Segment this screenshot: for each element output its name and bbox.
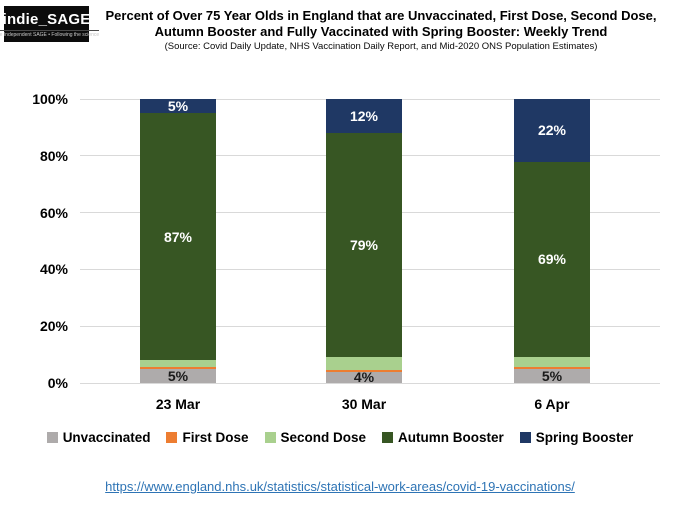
segment-spring-booster: 12%	[326, 99, 402, 134]
legend-label: Autumn Booster	[398, 430, 504, 445]
segment-spring-booster: 22%	[514, 99, 590, 162]
segment-unvaccinated: 5%	[514, 367, 590, 384]
source-link[interactable]: https://www.england.nhs.uk/statistics/st…	[105, 479, 575, 494]
indie-sage-logo: indie_SAGE The Independent SAGE • Follow…	[0, 6, 100, 42]
y-tick-label: 20%	[39, 318, 68, 335]
y-tick-label: 100%	[32, 91, 68, 107]
segment-first-dose	[140, 367, 216, 369]
legend-item-unvaccinated: Unvaccinated	[46, 430, 151, 445]
legend-swatch	[382, 432, 394, 443]
bar-value-label: 22%	[537, 122, 567, 139]
bar-value-label: 5%	[167, 367, 189, 384]
legend-swatch	[46, 432, 58, 443]
segment-first-dose	[326, 370, 402, 372]
segment-second-dose	[514, 357, 590, 368]
bar-value-label: 12%	[349, 108, 379, 125]
gridline	[80, 382, 660, 384]
footer: https://www.england.nhs.uk/statistics/st…	[0, 478, 680, 496]
legend-label: Unvaccinated	[62, 430, 151, 445]
bar-value-label: 79%	[349, 237, 379, 254]
segment-autumn-booster: 79%	[326, 133, 402, 358]
segment-unvaccinated: 4%	[326, 369, 402, 386]
legend-item-autumn-booster: Autumn Booster	[382, 430, 504, 445]
bar-value-label: 4%	[353, 369, 375, 386]
legend-item-second-dose: Second Dose	[264, 430, 367, 445]
y-tick-label: 80%	[39, 147, 68, 164]
y-axis: 0% 20% 40% 60% 80% 100%	[0, 91, 68, 391]
chart-title-line2: Autumn Booster and Fully Vaccinated with…	[154, 23, 608, 39]
bar-value-label: 5%	[167, 98, 189, 115]
chart-title: Percent of Over 75 Year Olds in England …	[92, 8, 670, 39]
x-axis-label: 30 Mar	[341, 396, 387, 412]
legend-item-first-dose: First Dose	[166, 430, 249, 445]
bar-value-label: 5%	[541, 367, 563, 384]
gridline	[80, 98, 660, 100]
chart-subtitle: (Source: Covid Daily Update, NHS Vaccina…	[164, 41, 598, 52]
x-axis-label: 6 Apr	[534, 396, 570, 412]
logo-text: indie_SAGE	[2, 10, 91, 28]
stacked-bar-23-mar: 5% 87% 5%	[140, 99, 216, 383]
legend-label: Second Dose	[280, 430, 367, 445]
segment-autumn-booster: 87%	[140, 113, 216, 361]
segment-unvaccinated: 5%	[140, 367, 216, 384]
plot-area: 5% 87% 5% 4% 79% 12% 5% 69% 22%	[80, 98, 660, 386]
stacked-bar-30-mar: 4% 79% 12%	[326, 99, 402, 386]
legend-swatch	[166, 432, 178, 443]
legend-swatch	[519, 432, 531, 443]
segment-second-dose	[140, 360, 216, 368]
y-tick-label: 0%	[47, 375, 68, 391]
legend-swatch	[264, 432, 276, 443]
y-tick-label: 60%	[39, 204, 68, 221]
legend-label: First Dose	[182, 430, 249, 445]
y-tick-label: 40%	[39, 261, 68, 278]
legend: Unvaccinated First Dose Second Dose Autumn …	[0, 430, 680, 445]
chart-title-block: Percent of Over 75 Year Olds in England …	[92, 8, 670, 52]
bar-value-label: 69%	[537, 251, 567, 268]
segment-second-dose	[326, 357, 402, 371]
segment-first-dose	[514, 367, 590, 369]
segment-spring-booster: 5%	[140, 98, 216, 115]
chart-title-line1: Percent of Over 75 Year Olds in England …	[105, 8, 657, 23]
segment-autumn-booster: 69%	[514, 161, 590, 358]
legend-item-spring-booster: Spring Booster	[519, 430, 634, 445]
stacked-bar-6-apr: 5% 69% 22%	[514, 99, 590, 383]
legend-label: Spring Booster	[535, 430, 634, 445]
x-axis-label: 23 Mar	[155, 396, 201, 412]
x-axis: 23 Mar 30 Mar 6 Apr	[80, 396, 660, 414]
logo-tagline: The Independent SAGE • Following the sci…	[0, 29, 100, 38]
bar-value-label: 87%	[163, 228, 193, 245]
